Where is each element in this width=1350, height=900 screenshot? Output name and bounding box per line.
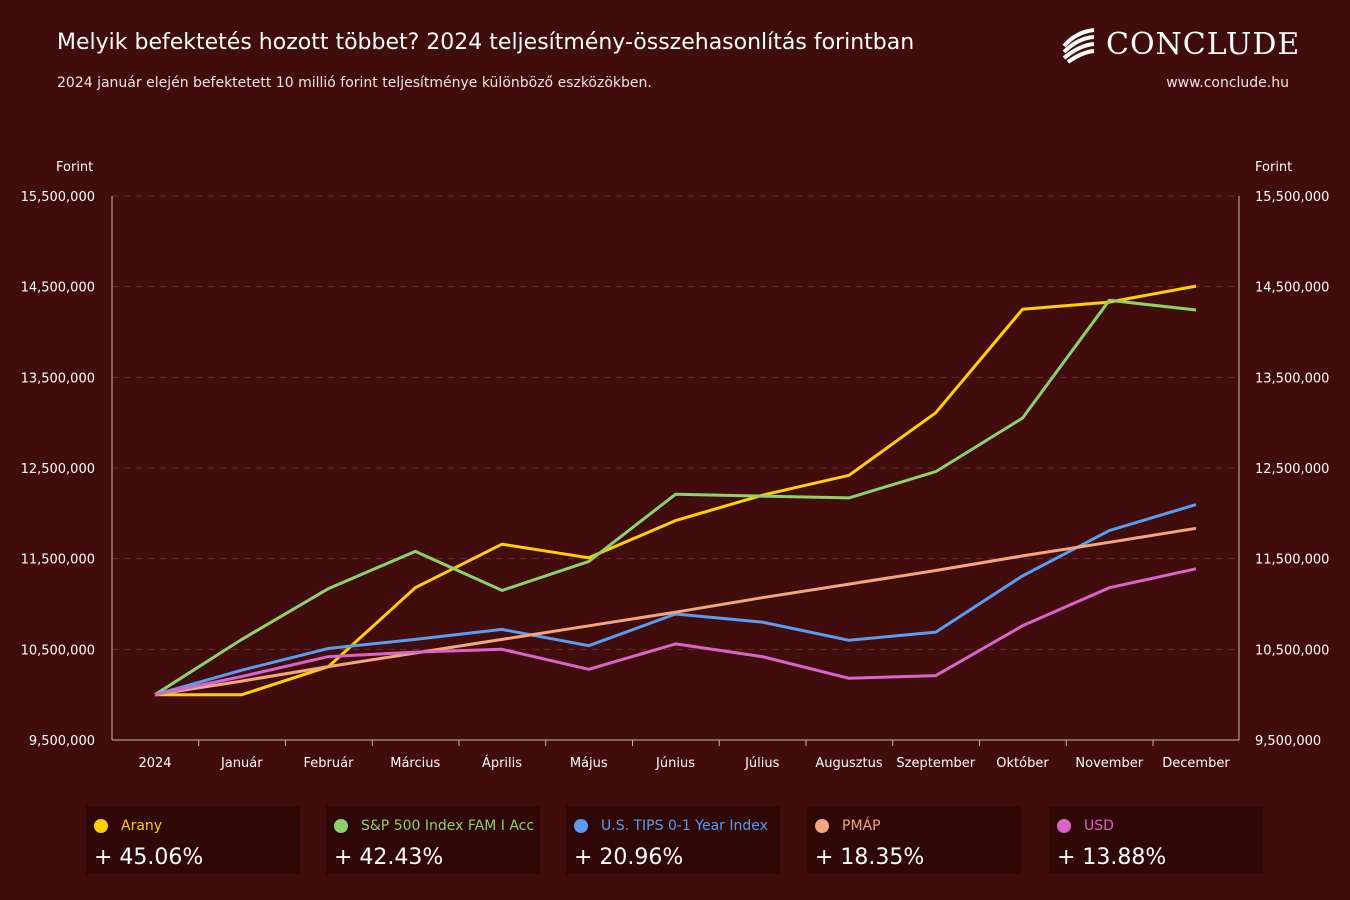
x-tick-label: Május xyxy=(570,756,608,771)
legend-item: U.S. TIPS 0-1 Year Index + 20.96% xyxy=(566,806,780,874)
y-tick-label-right: 9,500,000 xyxy=(1255,734,1321,749)
legend-return-value: + 18.35% xyxy=(815,845,925,870)
series-line-s-p-500-index-fam-i-acc xyxy=(154,298,1197,696)
chart-subtitle: 2024 január elején befektetett 10 millió… xyxy=(57,75,652,91)
x-tick-label: Január xyxy=(220,756,263,771)
series-line-usd xyxy=(154,567,1197,697)
conclude-logo[interactable]: CONCLUDE xyxy=(1060,26,1300,64)
legend-marker-icon xyxy=(574,819,588,833)
brand-name: CONCLUDE xyxy=(1106,27,1301,62)
y-axis-label-right: Forint xyxy=(1255,160,1292,175)
line-chart: 9,500,000 9,500,000 10,500,000 10,500,000 11… xyxy=(21,160,1330,771)
y-tick-label-left: 11,500,000 xyxy=(21,553,95,568)
y-tick-label-left: 15,500,000 xyxy=(21,190,95,205)
x-tick-label: Szeptember xyxy=(896,756,975,771)
y-tick-label-right: 13,500,000 xyxy=(1255,371,1329,386)
x-tick-label: Április xyxy=(482,755,522,771)
y-tick-label-right: 15,500,000 xyxy=(1255,190,1329,205)
legend-label: USD xyxy=(1084,818,1114,834)
y-tick-label-right: 11,500,000 xyxy=(1255,553,1329,568)
x-tick-label: November xyxy=(1075,756,1143,771)
legend-marker-icon xyxy=(94,819,108,833)
series-line-arany xyxy=(155,284,1197,697)
y-tick-label-right: 14,500,000 xyxy=(1255,281,1329,296)
legend-return-value: + 13.88% xyxy=(1057,845,1167,870)
x-tick-label: Július xyxy=(744,756,780,771)
legend-return-value: + 20.96% xyxy=(574,845,684,870)
x-tick-label: December xyxy=(1162,756,1230,771)
series-line-u-s-tips-0-1-year-index xyxy=(154,503,1197,697)
x-tick-label: Február xyxy=(304,756,355,771)
x-tick-label: Március xyxy=(390,756,440,771)
x-tick-label: Augusztus xyxy=(815,756,883,771)
series-line-pm-p xyxy=(154,526,1197,697)
y-tick-label-right: 12,500,000 xyxy=(1255,462,1329,477)
y-tick-label-right: 10,500,000 xyxy=(1255,643,1329,658)
legend-item: PMÁP + 18.35% xyxy=(807,806,1021,874)
legend-marker-icon xyxy=(334,819,348,833)
legend-return-value: + 42.43% xyxy=(334,845,444,870)
legend-marker-icon xyxy=(815,819,829,833)
y-tick-label-left: 10,500,000 xyxy=(21,643,95,658)
legend-item: USD + 13.88% xyxy=(1049,806,1263,874)
legend-label: U.S. TIPS 0-1 Year Index xyxy=(601,818,768,834)
x-tick-label: 2024 xyxy=(138,756,171,771)
x-tick-label: Október xyxy=(996,756,1049,771)
y-tick-label-left: 13,500,000 xyxy=(21,371,95,386)
legend-return-value: + 45.06% xyxy=(94,845,204,870)
x-tick-label: Június xyxy=(655,756,695,771)
conclude-logo-icon xyxy=(1062,28,1095,64)
y-tick-label-left: 14,500,000 xyxy=(21,281,95,296)
legend-item: Arany + 45.06% xyxy=(86,806,300,874)
legend-label: S&P 500 Index FAM I Acc xyxy=(361,818,535,834)
legend-item: S&P 500 Index FAM I Acc + 42.43% xyxy=(326,806,540,874)
chart-title: Melyik befektetés hozott többet? 2024 te… xyxy=(57,30,915,55)
legend-marker-icon xyxy=(1057,819,1071,833)
website-link[interactable]: www.conclude.hu xyxy=(1166,75,1289,91)
y-tick-label-left: 9,500,000 xyxy=(29,734,95,749)
y-axis-label-left: Forint xyxy=(56,160,93,175)
legend-label: PMÁP xyxy=(842,818,881,834)
y-tick-label-left: 12,500,000 xyxy=(21,462,95,477)
legend-label: Arany xyxy=(121,818,163,834)
